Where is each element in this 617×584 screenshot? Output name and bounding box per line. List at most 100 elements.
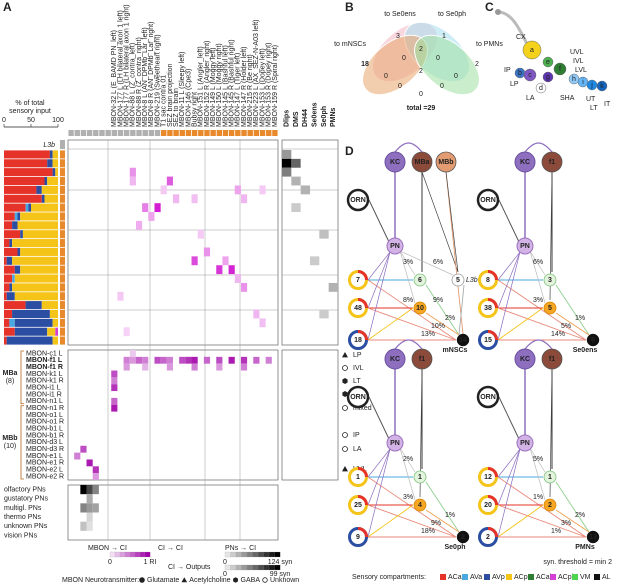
region-label: IT [604,101,611,108]
connection [497,504,587,538]
bar-segment [52,336,58,345]
heatmap-cell [203,356,211,364]
colorbar-step [274,551,281,558]
row-marker [60,212,65,221]
percent-label: 2% [575,512,585,519]
mbon-node-label: f1 [549,356,555,363]
colorbar-step [224,564,231,571]
row-label: MBON-b1 R [26,432,64,439]
input-ring-part [487,527,498,538]
bar-segment [4,203,26,212]
bar-segment [4,327,15,336]
legend-title: Sensory compartments: [352,574,426,581]
connection [497,476,587,538]
group-label: (10) [4,443,16,450]
region-label: LT [590,105,598,112]
bar-segment [14,292,59,301]
column-label: MBON-147 R (Holder left) [241,46,248,127]
bar-segment [4,301,26,310]
scale-label: 0 [223,571,227,578]
heatmap-cell [129,167,136,177]
input-count: 8 [486,277,490,284]
venn-set [414,34,480,96]
column-marker [259,130,266,136]
column-marker [204,130,210,136]
scale-label: 1 RI [144,559,157,566]
set-label: to Se0ens [384,11,416,18]
axis-title: sensory input [9,108,51,115]
bar-segment [44,176,48,186]
percent-label: 3% [403,259,413,266]
region-label: UT [586,96,596,103]
colorbar-step [114,551,121,558]
column-marker [210,130,216,136]
heatmap-cell [240,363,248,371]
column-label: MBON-88 L (Z_contra_left) [130,43,137,127]
legend-label: PNs → CI [225,545,256,552]
heatmap-cell [123,356,130,364]
connection [368,396,390,440]
heatmap-cell [123,363,130,371]
bar-segment [4,336,7,345]
heatmap-cell [234,185,241,195]
nt-symbol [342,466,348,472]
heatmap-cell [135,220,143,230]
pn-node-label: PN [390,243,400,250]
heatmap-cell [160,356,167,364]
heatmap-cell [282,150,292,159]
connection [367,251,391,281]
heatmap-cell [86,494,93,504]
bar-segment [41,301,58,310]
matrix-frame [67,349,279,481]
percent-label: 9% [433,297,443,304]
heatmap-cell [216,356,223,364]
node [596,80,608,92]
axis-title: % of total [15,100,45,107]
bar-segment [4,265,15,274]
pn-node [386,237,404,255]
heatmap-cell [111,377,118,385]
column-marker [86,130,93,136]
kc-node-label: KC [390,356,400,363]
bar-segment [12,256,59,265]
scale-label: 124 syn [268,559,293,566]
node-label: e [546,59,550,66]
column-label: MBON-150 L (Moggy right) [216,43,223,127]
orn-node-label: ORN [350,394,366,401]
bar-segment [44,194,58,203]
connection [367,448,391,506]
input-count: 48 [354,305,362,312]
connection [497,448,521,506]
colorbar-step [257,551,264,558]
colorbar-step [252,564,259,571]
bar-segment [52,318,58,327]
input-count: 1 [356,474,360,481]
bar-segment [55,168,58,177]
heatmap-cell [166,356,173,364]
node-label: j [590,82,593,89]
heatmap-cell [80,503,87,513]
orn-node [476,385,500,409]
panel-label: D [345,144,354,158]
colorbar-step [124,551,131,558]
target-label: Se0ph [444,544,465,551]
bar-segment [4,256,7,265]
column-label: SEZ to brain [173,88,180,127]
column-marker [161,130,167,136]
legend-label: ACp [514,574,528,581]
heatmap-cell [328,282,338,292]
bar-segment [49,309,58,319]
column-marker [247,130,253,136]
percent-label: 13% [421,331,435,338]
bar-segment [47,159,53,168]
connection [367,251,391,309]
connection [497,251,521,281]
bar-segment [12,309,50,319]
scale-label: 0 [108,559,112,566]
input-count: 38 [484,305,492,312]
row-label: MBON-k1 L [26,371,63,378]
column-label: MBON-149 L (Moggy left) [210,48,217,128]
pn-node [386,434,404,452]
nt-symbol [262,577,268,583]
ci-node-label: 10 [416,305,424,312]
